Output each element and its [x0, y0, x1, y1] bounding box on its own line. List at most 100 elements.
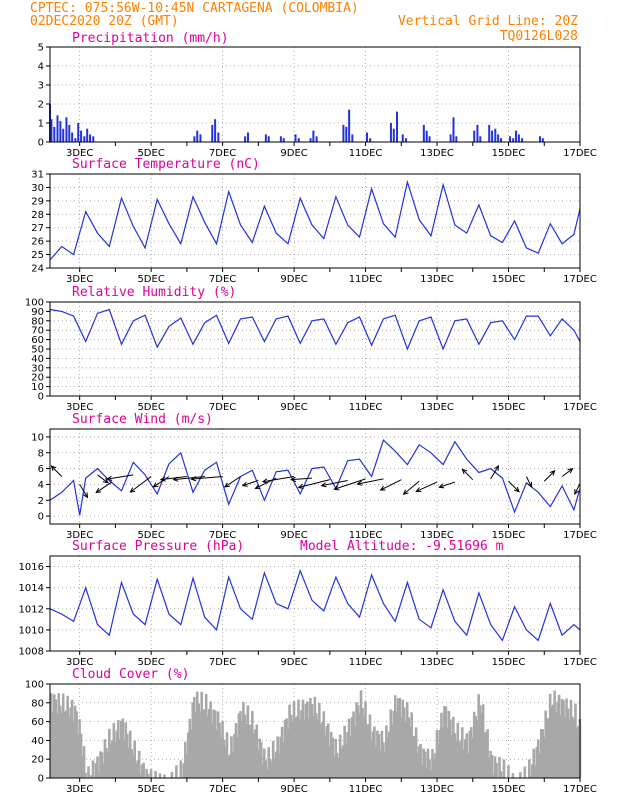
y-tick-label: 90: [31, 307, 44, 318]
precip-bar: [312, 130, 315, 142]
precip-bar: [389, 123, 392, 142]
y-tick-label: 2: [38, 496, 44, 507]
precip-bar: [517, 134, 520, 142]
x-tick-label: 11DEC: [349, 274, 383, 285]
cloud-bar: [560, 699, 564, 778]
cloud-bar: [231, 751, 235, 778]
precip-bar: [50, 119, 53, 142]
wind-arrow-head: [102, 478, 109, 484]
cloud-bar: [285, 718, 288, 778]
cloud-bar: [459, 740, 463, 778]
cloud-bar: [262, 748, 266, 778]
panel-title-precipitation: Precipitation (mm/h): [72, 31, 229, 46]
precip-bar: [62, 128, 65, 142]
cloud-bar: [337, 758, 340, 778]
y-tick-label: 1012: [19, 604, 44, 615]
precip-bar: [65, 117, 68, 142]
wind-arrow-shaft: [403, 480, 420, 495]
cloud-bar: [276, 736, 279, 778]
cloud-bar: [437, 743, 440, 778]
cloud-bar: [137, 750, 141, 778]
wind-arrow: [241, 479, 259, 487]
cloud-bar: [82, 746, 86, 778]
y-tick-label: 100: [25, 680, 44, 691]
wind-arrow-head: [574, 489, 580, 496]
cloud-bar: [254, 729, 257, 778]
cloud-bar: [465, 733, 469, 778]
x-tick-label: 9DEC: [280, 530, 307, 541]
wind-arrow-shaft: [130, 476, 152, 493]
cloud-bar: [306, 701, 309, 778]
cloud-bar: [139, 774, 142, 778]
x-tick-label: 13DEC: [420, 402, 454, 413]
precip-bar: [214, 119, 217, 142]
cloud-bar: [478, 705, 482, 778]
wind-arrow: [50, 465, 63, 477]
x-tick-label: 13DEC: [420, 657, 454, 668]
cloud-bar: [261, 763, 265, 778]
header-datetime: 02DEC2020 20Z (GMT): [30, 14, 179, 29]
cloud-bar: [55, 713, 59, 778]
precip-bar: [541, 138, 544, 142]
cloud-bar: [353, 725, 357, 778]
cloud-bar: [492, 774, 495, 778]
cloud-bar: [228, 754, 232, 778]
cloud-bar: [528, 759, 531, 778]
cloud-bar: [477, 694, 480, 778]
precip-bar: [297, 138, 300, 142]
x-tick-label: 9DEC: [280, 148, 307, 159]
y-tick-label: 80: [31, 316, 44, 327]
y-tick-label: 10: [31, 432, 44, 443]
y-tick-label: 20: [31, 755, 44, 766]
wind-arrow-shaft: [160, 476, 187, 481]
cloud-bar: [291, 722, 294, 778]
cloud-bar: [364, 701, 367, 778]
cloud-bar: [350, 717, 354, 778]
x-tick-label: 17DEC: [563, 402, 597, 413]
cloud-bar: [201, 709, 205, 778]
x-tick-label: 3DEC: [66, 784, 93, 795]
cloud-bar: [556, 701, 559, 778]
cloud-bar: [213, 710, 217, 778]
wind-arrow-head: [549, 470, 556, 476]
precip-bar: [369, 138, 372, 142]
cloud-bar: [115, 730, 119, 778]
cloud-bar: [487, 757, 491, 778]
cloud-bar: [379, 750, 382, 778]
wind-arrow: [356, 478, 384, 486]
wind-arrow-head: [129, 487, 136, 493]
cloud-bar: [297, 699, 300, 778]
cloud-bar: [108, 728, 111, 778]
cloud-bar: [256, 749, 260, 778]
cloud-bar: [407, 717, 410, 778]
precip-bar: [473, 130, 476, 142]
cloud-bar: [484, 732, 488, 778]
cloud-bar: [121, 718, 125, 778]
y-tick-label: 25: [31, 250, 44, 261]
cloud-bar: [142, 762, 145, 778]
panel-title-temperature: Surface Temperature (nC): [72, 157, 260, 172]
cloud-bar: [273, 758, 276, 778]
cloud-bar: [402, 707, 406, 778]
cloud-bar: [270, 761, 273, 778]
cloud-bar: [475, 720, 479, 778]
cloud-bar: [246, 705, 250, 778]
cloud-bar: [577, 725, 580, 778]
cloud-bar: [136, 760, 139, 778]
cloud-bar: [90, 775, 93, 778]
cloud-bar: [292, 701, 296, 778]
precip-bar: [479, 136, 482, 142]
cloud-bar: [389, 709, 393, 778]
cloud-bar: [319, 724, 323, 778]
x-tick-label: 5DEC: [137, 657, 164, 668]
cloud-bar: [225, 732, 229, 778]
cloud-bar: [392, 710, 396, 778]
panel-pressure: Surface Pressure (hPa) Model Altitude: -9…: [19, 539, 597, 668]
precip-bar: [428, 136, 431, 142]
cloud-bar: [562, 700, 565, 778]
series-line-pressure: [49, 569, 581, 642]
cloud-bar: [289, 714, 293, 778]
wind-arrow: [95, 481, 113, 494]
y-tick-label: 29: [31, 196, 44, 207]
cloud-bar: [466, 753, 470, 778]
